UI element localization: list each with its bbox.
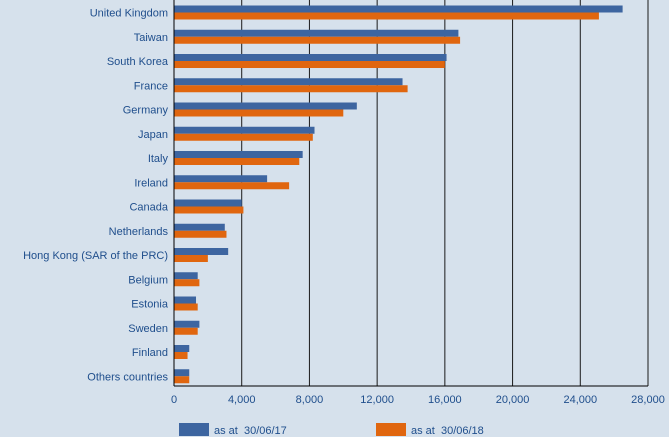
bar-2018 bbox=[174, 352, 188, 359]
category-label: Belgium bbox=[128, 274, 168, 286]
bar-2017 bbox=[174, 102, 357, 110]
bar-2017 bbox=[174, 126, 315, 134]
bar-2018 bbox=[174, 109, 344, 117]
category-label: Others countries bbox=[87, 371, 168, 383]
bar-2017 bbox=[174, 29, 459, 37]
bar-2018 bbox=[174, 36, 461, 44]
bar-2018 bbox=[174, 279, 200, 287]
bar-2017 bbox=[174, 54, 447, 61]
category-label: Japan bbox=[138, 129, 168, 141]
category-label: Sweden bbox=[128, 323, 168, 335]
category-label: France bbox=[134, 80, 168, 92]
bar-2017 bbox=[174, 199, 242, 207]
bar-2017 bbox=[174, 272, 198, 280]
x-tick-labels: 0 4,000 8,000 12,000 16,000 20,000 24,000 28,00… bbox=[171, 394, 665, 406]
bar-2017 bbox=[174, 248, 229, 255]
bar-2018 bbox=[174, 133, 313, 141]
bar-2017 bbox=[174, 296, 197, 304]
bar-2017 bbox=[174, 223, 225, 231]
bar-2018 bbox=[174, 327, 198, 335]
category-label: Estonia bbox=[131, 299, 169, 311]
category-label: Canada bbox=[129, 202, 168, 214]
x-tick-label: 0 bbox=[171, 394, 177, 406]
bar-2018 bbox=[174, 85, 408, 93]
category-label: Taiwan bbox=[134, 32, 168, 44]
bar-2018 bbox=[174, 158, 300, 165]
x-tick-label: 16,000 bbox=[428, 394, 462, 406]
category-label: Finland bbox=[132, 347, 168, 359]
x-tick-label: 20,000 bbox=[496, 394, 530, 406]
x-tick-label: 8,000 bbox=[296, 394, 324, 406]
legend-label-2018: as at 30/06/18 bbox=[411, 425, 484, 437]
bar-2018 bbox=[174, 303, 198, 311]
legend: as at 30/06/17 as at 30/06/18 bbox=[179, 423, 484, 437]
bar-2017 bbox=[174, 78, 403, 86]
x-tick-label: 12,000 bbox=[360, 394, 394, 406]
legend-label-2017: as at 30/06/17 bbox=[214, 425, 287, 437]
bars-group bbox=[174, 5, 623, 384]
category-label: South Korea bbox=[107, 56, 169, 68]
bar-2018 bbox=[174, 230, 227, 238]
category-label: Italy bbox=[148, 153, 169, 165]
bar-2018 bbox=[174, 182, 290, 190]
bar-2018 bbox=[174, 376, 190, 384]
x-tick-label: 28,000 bbox=[631, 394, 665, 406]
legend-swatch-2018 bbox=[376, 423, 406, 436]
bar-2017 bbox=[174, 175, 268, 183]
category-label: United Kingdom bbox=[90, 8, 168, 20]
category-label: Netherlands bbox=[109, 226, 169, 238]
category-label: Hong Kong (SAR of the PRC) bbox=[23, 250, 168, 262]
bar-2018 bbox=[174, 12, 599, 20]
category-label: Ireland bbox=[134, 177, 168, 189]
bar-2018 bbox=[174, 61, 445, 68]
bar-2018 bbox=[174, 255, 208, 262]
bar-2018 bbox=[174, 206, 244, 214]
bar-2017 bbox=[174, 345, 190, 352]
category-label: Germany bbox=[123, 105, 169, 117]
bar-2017 bbox=[174, 151, 303, 158]
bar-2017 bbox=[174, 369, 190, 377]
bar-2017 bbox=[174, 320, 200, 328]
x-tick-label: 24,000 bbox=[563, 394, 597, 406]
bar-2017 bbox=[174, 5, 623, 13]
legend-swatch-2017 bbox=[179, 423, 209, 436]
category-labels: United Kingdom Taiwan South Korea France Ger… bbox=[23, 8, 169, 384]
axes bbox=[173, 0, 648, 387]
x-tick-label: 4,000 bbox=[228, 394, 256, 406]
